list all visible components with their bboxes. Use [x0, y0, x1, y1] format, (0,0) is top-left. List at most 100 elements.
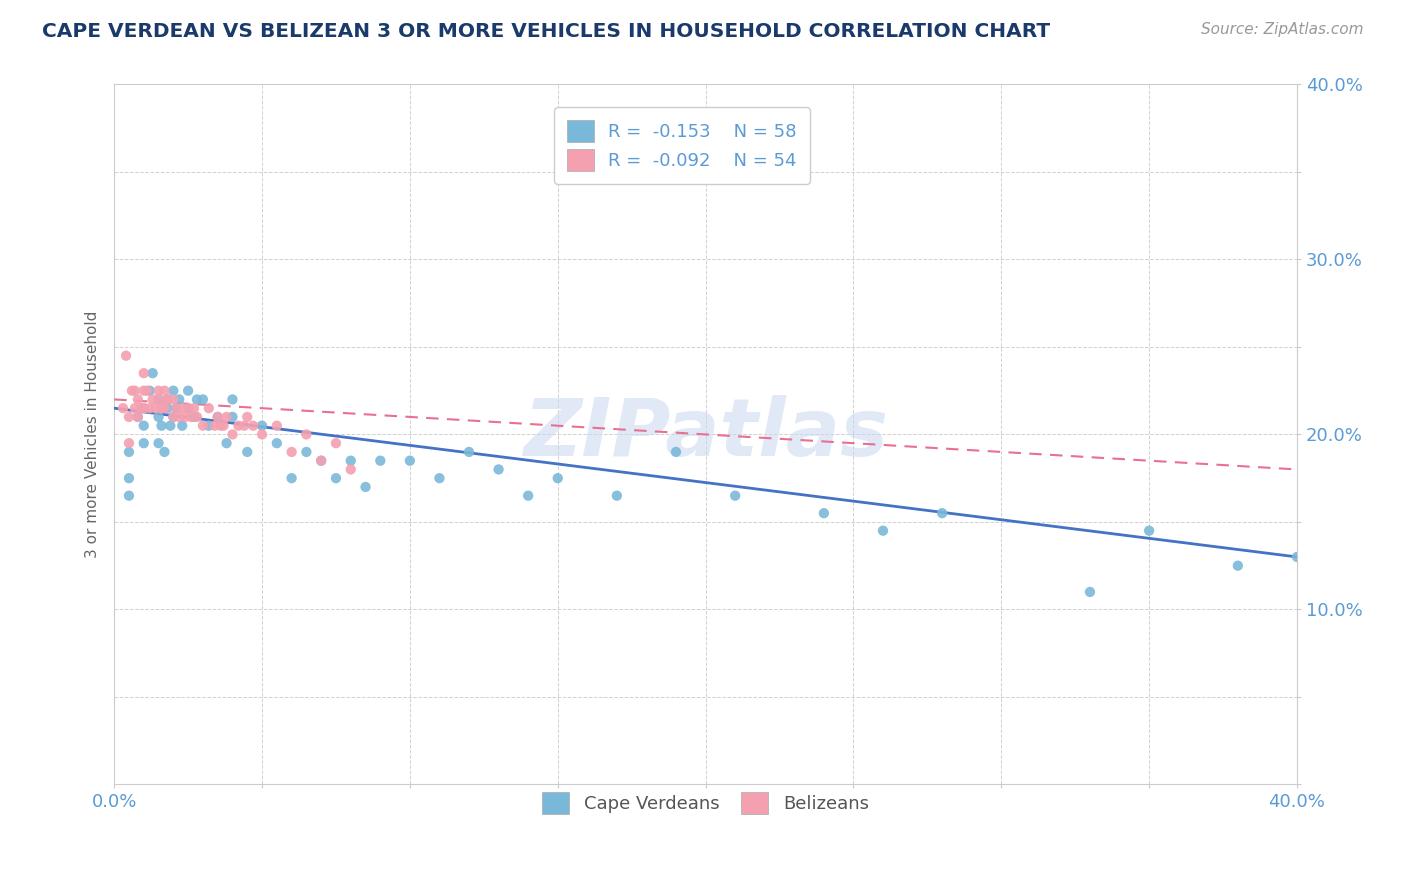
Point [207, 409, 229, 424]
Point [118, 489, 141, 503]
Point [127, 392, 149, 407]
Point [236, 409, 259, 424]
Point [172, 401, 194, 416]
Point [221, 392, 243, 407]
Text: ZIPatlas: ZIPatlas [523, 395, 889, 474]
Point [156, 401, 179, 416]
Point [124, 401, 146, 416]
Point [167, 392, 190, 407]
Point [172, 418, 194, 433]
Point [250, 427, 273, 442]
Point [606, 489, 628, 503]
Point [339, 453, 361, 467]
Point [162, 409, 184, 424]
Point [215, 436, 238, 450]
Point [129, 401, 152, 416]
Point [127, 409, 149, 424]
Point [156, 392, 179, 407]
Point [458, 445, 481, 459]
Point [115, 349, 138, 363]
Point [517, 489, 540, 503]
Point [156, 392, 179, 407]
Point [266, 418, 288, 433]
Point [145, 401, 167, 416]
Point [148, 409, 170, 424]
Point [162, 384, 184, 398]
Point [198, 418, 221, 433]
Point [204, 418, 226, 433]
Point [236, 445, 259, 459]
Y-axis label: 3 or more Vehicles in Household: 3 or more Vehicles in Household [86, 310, 100, 558]
Point [165, 401, 187, 416]
Point [1285, 549, 1308, 564]
Point [150, 418, 173, 433]
Point [186, 392, 208, 407]
Point [174, 409, 197, 424]
Point [215, 409, 238, 424]
Point [295, 445, 318, 459]
Point [309, 453, 332, 467]
Point [132, 418, 155, 433]
Point [142, 366, 165, 380]
Point [309, 453, 332, 467]
Point [242, 418, 264, 433]
Point [132, 436, 155, 450]
Point [221, 409, 243, 424]
Point [138, 401, 160, 416]
Point [148, 384, 170, 398]
Point [250, 418, 273, 433]
Point [153, 445, 176, 459]
Point [162, 409, 184, 424]
Point [280, 445, 302, 459]
Point [167, 409, 190, 424]
Point [207, 409, 229, 424]
Point [221, 427, 243, 442]
Point [132, 401, 155, 416]
Point [153, 401, 176, 416]
Point [148, 392, 170, 407]
Point [209, 418, 232, 433]
Point [665, 445, 688, 459]
Point [1226, 558, 1249, 573]
Point [212, 418, 235, 433]
Point [295, 427, 318, 442]
Point [124, 384, 146, 398]
Point [162, 392, 184, 407]
Point [813, 506, 835, 520]
Point [180, 409, 202, 424]
Point [132, 401, 155, 416]
Point [198, 401, 221, 416]
Point [127, 409, 149, 424]
Point [724, 489, 747, 503]
Point [186, 409, 208, 424]
Point [132, 384, 155, 398]
Point [177, 401, 200, 416]
Point [191, 418, 214, 433]
Point [547, 471, 569, 485]
Point [354, 480, 377, 494]
Point [148, 436, 170, 450]
Text: CAPE VERDEAN VS BELIZEAN 3 OR MORE VEHICLES IN HOUSEHOLD CORRELATION CHART: CAPE VERDEAN VS BELIZEAN 3 OR MORE VEHIC… [42, 22, 1050, 41]
Point [1078, 585, 1101, 599]
Point [325, 436, 347, 450]
Point [1137, 524, 1160, 538]
Point [339, 462, 361, 476]
Point [118, 409, 141, 424]
Point [872, 524, 894, 538]
Point [191, 392, 214, 407]
Point [159, 418, 181, 433]
Point [118, 436, 141, 450]
Point [150, 401, 173, 416]
Point [132, 366, 155, 380]
Point [112, 401, 135, 416]
Point [150, 401, 173, 416]
Point [233, 418, 256, 433]
Text: Source: ZipAtlas.com: Source: ZipAtlas.com [1201, 22, 1364, 37]
Point [135, 384, 157, 398]
Point [156, 392, 179, 407]
Point [183, 401, 205, 416]
Point [177, 384, 200, 398]
Point [228, 418, 250, 433]
Point [142, 392, 165, 407]
Point [121, 384, 143, 398]
